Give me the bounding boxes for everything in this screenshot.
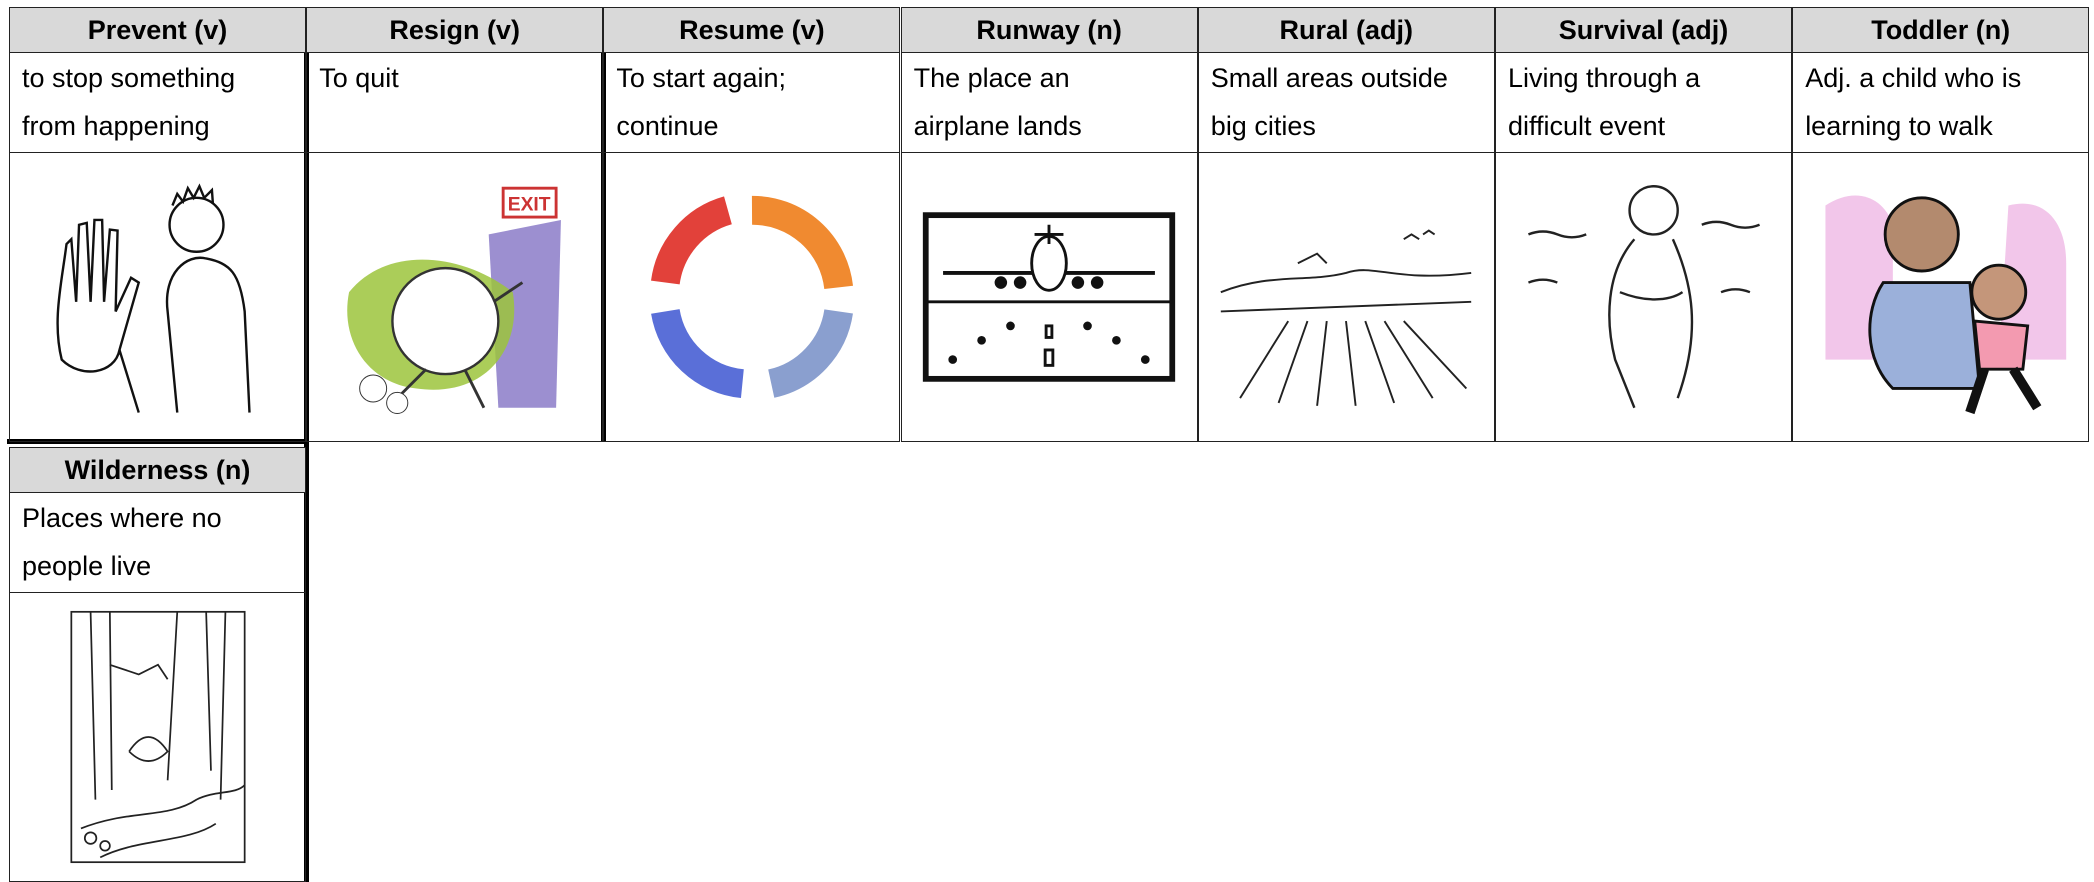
illustration bbox=[1220, 229, 1472, 406]
image-cell bbox=[1197, 152, 1495, 442]
word: Wilderness (n) bbox=[9, 447, 306, 493]
definition-cell: Places where no people live bbox=[9, 493, 306, 592]
definition-cell: To quit bbox=[306, 53, 604, 152]
word: Prevent (v) bbox=[9, 7, 306, 53]
definition: To start again; continue bbox=[616, 63, 786, 141]
illustration bbox=[1825, 195, 2066, 415]
vocab-card: Resume (v) To start again; continue bbox=[603, 7, 901, 442]
vocab-card: Rural (adj) Small areas outside big citie… bbox=[1197, 7, 1495, 442]
definition: Living through a difficult event bbox=[1508, 63, 1701, 141]
definition-cell: Living through a difficult event bbox=[1495, 53, 1792, 152]
definition: Adj. a child who is learning to walk bbox=[1805, 63, 2022, 141]
image-cell bbox=[9, 592, 306, 882]
definition-cell: To start again; continue bbox=[603, 53, 901, 152]
definition: Places where no people live bbox=[22, 503, 222, 581]
image-cell bbox=[1792, 152, 2090, 442]
illustration bbox=[922, 212, 1176, 382]
illustration bbox=[650, 195, 853, 399]
definition: Small areas outside big cities bbox=[1210, 63, 1448, 141]
definition: The place an airplane lands bbox=[913, 63, 1082, 141]
illustration bbox=[1527, 185, 1760, 409]
illustration: EXIT bbox=[346, 186, 561, 414]
image-cell bbox=[900, 152, 1198, 442]
word: Runway (n) bbox=[900, 7, 1198, 53]
image-cell bbox=[9, 152, 306, 442]
word: Resume (v) bbox=[603, 7, 901, 53]
definition: To quit bbox=[319, 63, 399, 93]
vocab-card: Runway (n) The place an airplane lands bbox=[900, 7, 1198, 442]
definition-cell: to stop something from happening bbox=[9, 53, 306, 152]
word: Survival (adj) bbox=[1495, 7, 1792, 53]
word: Resign (v) bbox=[306, 7, 604, 53]
word: Toddler (n) bbox=[1792, 7, 2090, 53]
vocab-card: Toddler (n) Adj. a child who is learning … bbox=[1792, 7, 2090, 442]
sign-text: EXIT bbox=[507, 194, 550, 215]
definition-cell: Adj. a child who is learning to walk bbox=[1792, 53, 2090, 152]
image-cell bbox=[603, 152, 901, 442]
vocab-card: Resign (v) To quit EXIT bbox=[306, 7, 604, 442]
word: Rural (adj) bbox=[1197, 7, 1495, 53]
divider bbox=[304, 7, 309, 882]
vocab-card: Prevent (v) to stop something from happen… bbox=[9, 7, 306, 442]
illustration bbox=[55, 183, 251, 413]
vocab-card: Wilderness (n) Places where no people liv… bbox=[9, 447, 306, 882]
definition-cell: The place an airplane lands bbox=[900, 53, 1198, 152]
vocab-card: Survival (adj) Living through a difficult… bbox=[1495, 7, 1792, 442]
definition-cell: Small areas outside big cities bbox=[1197, 53, 1495, 152]
image-cell bbox=[1495, 152, 1792, 442]
definition: to stop something from happening bbox=[22, 63, 236, 141]
image-cell: EXIT bbox=[306, 152, 604, 442]
illustration bbox=[69, 610, 246, 864]
